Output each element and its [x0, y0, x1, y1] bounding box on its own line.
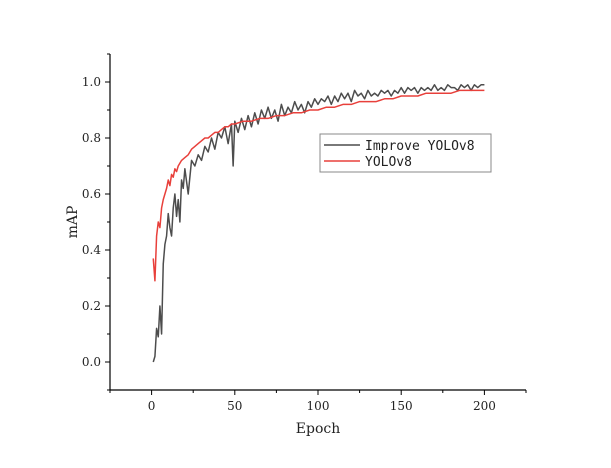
x-axis-title: Epoch	[296, 421, 340, 437]
legend-box	[319, 133, 492, 173]
axes	[105, 53, 527, 395]
legend-label-0: Improve YOLOv8	[365, 139, 475, 154]
y-tick-label-0.2: 0.2	[82, 299, 101, 313]
y-axis-title: mAP	[65, 206, 81, 239]
series-line-1	[152, 89, 485, 282]
tick-labels: 0 50 100 150 200 0.0 0.2 0.4 0.6 0.8 1.0	[82, 75, 496, 413]
x-tick-label-0: 0	[148, 399, 156, 413]
y-tick-label-0.6: 0.6	[82, 187, 101, 201]
x-tick-label-200: 200	[473, 399, 496, 413]
y-tick-label-0: 0.0	[82, 355, 101, 369]
x-tick-label-100: 100	[307, 399, 330, 413]
y-tick-label-0.4: 0.4	[82, 243, 101, 257]
y-tick-label-1: 1.0	[82, 75, 101, 89]
series-layer	[152, 84, 485, 363]
x-tick-label-150: 150	[390, 399, 413, 413]
series-line-0	[152, 84, 485, 363]
y-tick-label-0.8: 0.8	[82, 131, 101, 145]
legend-label-1: YOLOv8	[365, 155, 412, 170]
x-tick-label-50: 50	[227, 399, 242, 413]
